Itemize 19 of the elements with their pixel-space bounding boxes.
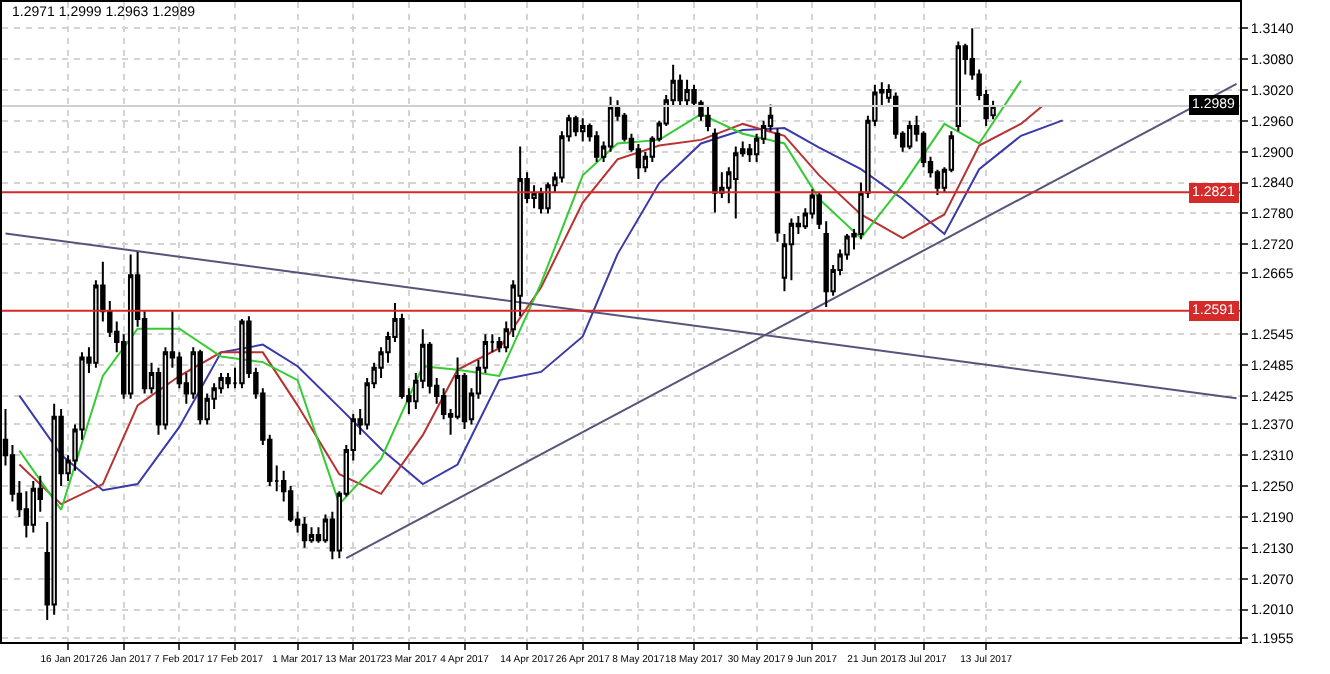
candlestick [712,127,718,214]
candlestick [239,317,245,390]
candlestick [301,515,308,549]
candlestick [774,127,781,243]
candlestick [593,130,600,163]
candlestick [197,348,203,426]
candlestick [573,114,579,138]
candlestick [677,73,683,107]
candlestick [538,186,544,215]
candlestick [684,78,690,107]
candlestick [705,104,711,133]
candlestick [127,253,134,400]
candlestick [51,402,57,616]
candlestick [733,145,739,220]
candlestick [225,371,231,390]
candlestick [906,119,913,151]
candlestick [955,40,962,133]
candlestick [30,479,36,534]
candlestick [580,117,586,143]
